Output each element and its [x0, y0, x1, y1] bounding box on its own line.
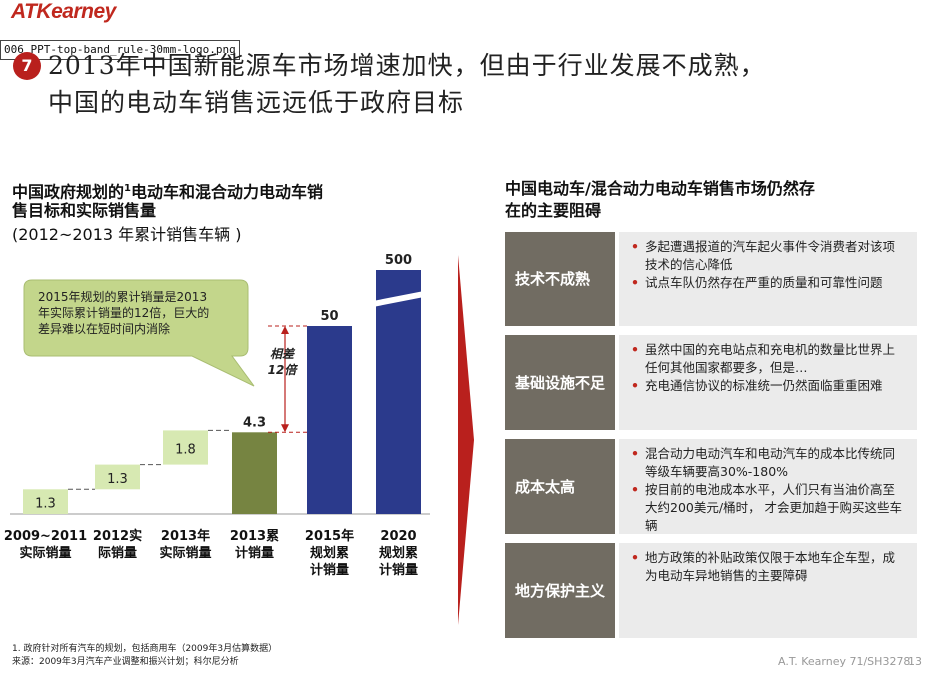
footnote-marker: 1 [124, 183, 131, 194]
sales-target-chart: 1.32009~2011实际销量1.32012实际销量1.82013年实际销量4… [4, 253, 430, 578]
gap-arrow-head-down [281, 424, 289, 433]
obstacle-bullet: 充电通信协议的标准统一仍然面临重重困难 [631, 377, 907, 395]
transition-arrow-icon [458, 255, 474, 625]
chart-category-label: 计销量 [235, 545, 274, 561]
left-heading-line-2: 售目标和实际销售量 [12, 201, 157, 220]
obstacle-row: 地方保护主义 地方政策的补贴政策仅限于本地车企车型，成为电动车异地销售的主要障碍 [505, 543, 917, 638]
chart-category-label: 计销量 [379, 562, 418, 578]
chart-value-label: 1.3 [107, 472, 128, 487]
left-heading-line-1: 中国政府规划的1电动车和混合动力电动车销 [12, 182, 323, 202]
chart-category-label: 际销量 [98, 545, 137, 561]
right-heading-line-1: 中国电动车/混合动力电动车销售市场仍然存 [505, 179, 815, 198]
obstacle-label: 成本太高 [505, 439, 615, 534]
slide-title-line-1: 2013年中国新能源车市场增速加快，但由于行业发展不成熟， [48, 51, 766, 80]
chart-category-label: 2013累 [230, 528, 279, 544]
obstacle-bullet: 按目前的电池成本水平，人们只有当油价高至大约200美元/桶时， 才会更加趋于购买… [631, 481, 907, 535]
obstacle-row: 基础设施不足 虽然中国的充电站点和充电机的数量比世界上任何其他国家都要多，但是…… [505, 335, 917, 430]
obstacle-label: 技术不成熟 [505, 232, 615, 326]
obstacle-bullet: 地方政策的补贴政策仅限于本地车企车型，成为电动车异地销售的主要障碍 [631, 549, 907, 585]
obstacle-details: 地方政策的补贴政策仅限于本地车企车型，成为电动车异地销售的主要障碍 [619, 543, 917, 638]
chart-value-label: 1.8 [175, 443, 196, 458]
obstacle-label: 地方保护主义 [505, 543, 615, 638]
footnote: 1. 政府针对所有汽车的规划，包括商用车（2009年3月估算数据） 来源：200… [12, 644, 278, 667]
chart-bar [376, 270, 421, 514]
chart-category-label: 2012实 [93, 528, 142, 544]
obstacles-table: 技术不成熟 多起遭遇报道的汽车起火事件令消费者对该项技术的信心降低 试点车队仍然… [505, 232, 917, 638]
document-reference: A.T. Kearney 71/SH3278 [778, 655, 911, 668]
obstacle-details: 多起遭遇报道的汽车起火事件令消费者对该项技术的信心降低 试点车队仍然存在严重的质… [619, 232, 917, 326]
obstacle-details: 虽然中国的充电站点和充电机的数量比世界上任何其他国家都要多，但是… 充电通信协议… [619, 335, 917, 430]
chart-bar [232, 432, 277, 514]
chart-category-label: 2013年 [161, 528, 210, 544]
obstacle-bullet: 虽然中国的充电站点和充电机的数量比世界上任何其他国家都要多，但是… [631, 341, 907, 377]
chart-value-label: 1.3 [35, 497, 56, 512]
chart-bar [163, 430, 208, 465]
chart-category-label: 2015年 [305, 528, 354, 544]
callout-text: 2015年规划的累计销量是2013年实际累计销量的12倍，巨大的差异难以在短时间… [38, 290, 210, 336]
logo-filename-tooltip: 006_PPT-top-band_rule-30mm-logo.png [0, 40, 240, 60]
callout-bubble [23, 279, 255, 387]
obstacle-bullet: 混合动力电动汽车和电动汽车的成本比传统同等级车辆要高30%-180% [631, 445, 907, 481]
obstacle-details: 混合动力电动汽车和电动汽车的成本比传统同等级车辆要高30%-180% 按目前的电… [619, 439, 917, 534]
gap-annotation: 相差 12倍 [267, 347, 297, 377]
page-number: 13 [908, 655, 922, 668]
left-heading-unit: (2012~2013 年累计销售车辆 ) [12, 225, 242, 244]
chart-bar [23, 489, 68, 514]
obstacle-row: 技术不成熟 多起遭遇报道的汽车起火事件令消费者对该项技术的信心降低 试点车队仍然… [505, 232, 917, 326]
company-logo: ATKearney [11, 0, 116, 23]
axis-break [373, 291, 424, 307]
right-heading-line-2: 在的主要阻碍 [505, 201, 602, 220]
chart-value-label: 50 [320, 309, 338, 324]
obstacle-bullet: 多起遭遇报道的汽车起火事件令消费者对该项技术的信心降低 [631, 238, 907, 274]
chart-value-label: 500 [385, 253, 412, 268]
obstacle-row: 成本太高 混合动力电动汽车和电动汽车的成本比传统同等级车辆要高30%-180% … [505, 439, 917, 534]
chart-value-label: 4.3 [243, 415, 266, 430]
obstacle-label: 基础设施不足 [505, 335, 615, 430]
chart-category-label: 实际销量 [19, 545, 71, 561]
chart-category-label: 计销量 [310, 562, 349, 578]
chart-bar [95, 464, 140, 490]
obstacle-bullet: 试点车队仍然存在严重的质量和可靠性问题 [631, 274, 907, 292]
chart-category-label: 2020 [380, 529, 416, 544]
chart-category-label: 规划累 [310, 545, 349, 561]
chart-bar [307, 326, 352, 514]
slide-number-badge: 7 [13, 52, 41, 80]
slide-title-line-2: 中国的电动车销售远远低于政府目标 [48, 88, 465, 117]
gap-arrow-head-up [281, 326, 289, 334]
chart-category-label: 实际销量 [159, 545, 211, 561]
chart-category-label: 2009~2011 [4, 529, 87, 544]
chart-category-label: 规划累 [379, 545, 418, 561]
